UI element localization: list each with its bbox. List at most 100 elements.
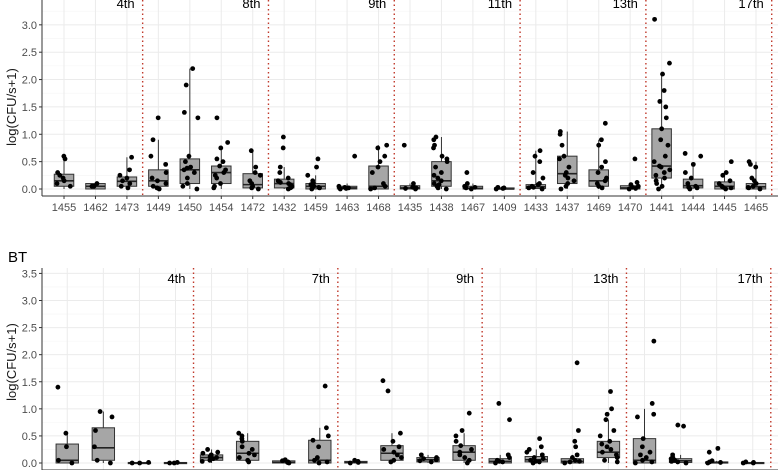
data-point <box>662 175 667 181</box>
data-point <box>252 452 257 458</box>
data-point <box>496 401 502 406</box>
data-point <box>632 460 638 466</box>
data-point <box>660 71 665 77</box>
panel-title-bt: BT <box>8 249 27 266</box>
data-point <box>277 170 283 175</box>
data-point <box>500 186 506 191</box>
data-point <box>635 414 640 420</box>
data-point <box>317 185 322 191</box>
data-point <box>150 137 156 143</box>
data-point <box>125 185 131 191</box>
group-label: 11th <box>488 0 512 11</box>
data-point <box>439 153 445 159</box>
data-point <box>665 142 671 148</box>
data-point <box>681 423 686 429</box>
group-label: 17th <box>737 271 762 286</box>
data-point <box>661 170 667 175</box>
x-tick-label: 1465 <box>744 202 768 214</box>
data-point <box>257 172 263 178</box>
data-point <box>472 184 478 190</box>
data-point <box>246 450 252 456</box>
data-point <box>380 378 386 384</box>
x-tick-label: 1468 <box>366 202 390 214</box>
data-point <box>63 430 69 436</box>
data-point <box>468 186 474 192</box>
data-point <box>435 175 441 181</box>
data-point <box>92 444 97 450</box>
data-point <box>156 186 162 192</box>
data-point <box>285 175 291 181</box>
data-point <box>217 163 223 169</box>
data-point <box>249 447 255 452</box>
data-point <box>403 186 408 191</box>
data-point <box>608 389 613 394</box>
data-point <box>459 428 465 433</box>
data-point <box>651 338 657 344</box>
data-point <box>54 181 60 186</box>
data-point <box>384 142 390 148</box>
data-point <box>540 456 546 462</box>
x-tick-label: 1455 <box>52 202 76 214</box>
y-tick-label: 0.5 <box>22 157 37 169</box>
data-point <box>602 120 608 126</box>
data-point <box>574 452 580 458</box>
data-point <box>602 178 608 184</box>
data-point <box>500 459 506 465</box>
data-point <box>649 401 655 406</box>
data-point <box>69 460 75 466</box>
y-tick-label: 0.0 <box>22 184 37 196</box>
x-tick-label: 1473 <box>115 202 139 214</box>
data-point <box>661 88 667 93</box>
data-point <box>723 186 729 192</box>
y-tick-label: 0.0 <box>22 458 37 470</box>
group-label: 4th <box>167 271 185 286</box>
data-point <box>352 153 358 159</box>
group-label: 9th <box>368 0 386 11</box>
data-point <box>324 459 330 465</box>
data-point <box>757 186 763 192</box>
data-point <box>248 148 254 154</box>
data-point <box>669 458 674 464</box>
x-tick-label: 1459 <box>303 202 327 214</box>
data-point <box>663 104 669 110</box>
box <box>91 427 116 461</box>
data-point <box>675 422 681 428</box>
data-point <box>64 444 69 450</box>
data-point <box>375 164 381 170</box>
data-point <box>530 460 536 466</box>
y-tick-label: 3.0 <box>22 20 37 32</box>
data-point <box>457 452 463 458</box>
data-point <box>89 183 95 189</box>
data-point <box>532 153 538 159</box>
data-point <box>469 447 474 452</box>
data-point <box>493 460 498 466</box>
data-point <box>649 459 655 465</box>
data-point <box>225 140 231 145</box>
data-point <box>56 457 61 463</box>
data-point <box>355 460 361 465</box>
data-point <box>394 452 400 458</box>
data-point <box>651 159 657 165</box>
data-point <box>747 161 753 167</box>
data-point <box>239 444 245 450</box>
data-point <box>687 186 693 192</box>
y-axis-label-top: log(CFU/s+1) <box>4 68 19 146</box>
data-point <box>372 185 378 191</box>
data-point <box>611 428 617 433</box>
x-tick-label: 1409 <box>492 202 516 214</box>
data-point <box>539 452 545 458</box>
data-point <box>537 148 543 154</box>
data-point <box>535 182 541 188</box>
data-point <box>435 185 441 191</box>
data-point <box>507 417 512 423</box>
x-tick-label: 1437 <box>555 202 579 214</box>
data-point <box>690 161 696 167</box>
data-point <box>368 186 374 192</box>
data-point <box>252 170 258 175</box>
data-point <box>280 134 286 140</box>
data-point <box>657 99 663 104</box>
data-point <box>651 411 657 417</box>
data-point <box>656 186 661 192</box>
data-point <box>571 178 577 184</box>
data-point <box>191 170 197 175</box>
